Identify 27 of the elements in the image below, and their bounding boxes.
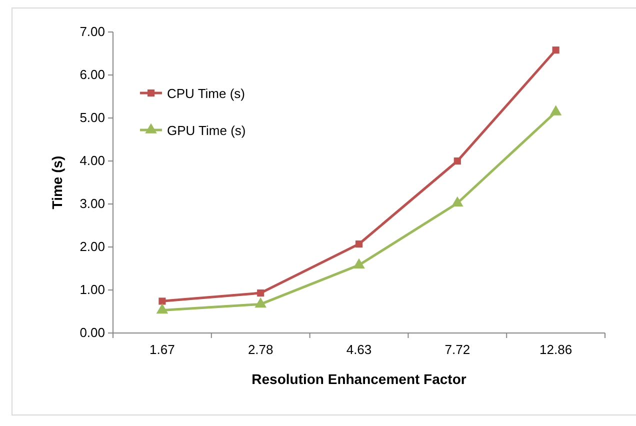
point — [158, 298, 166, 305]
x-tick-label: 1.67 — [150, 342, 175, 358]
point — [452, 196, 464, 207]
y-tick-label: 6.00 — [80, 67, 105, 82]
point — [156, 303, 168, 314]
point — [353, 258, 365, 268]
y-tick-label: 1.00 — [80, 282, 105, 298]
legend-label: CPU Time (s) — [167, 86, 245, 101]
y-tick-label: 2.00 — [80, 239, 105, 254]
x-tick-label: 7.72 — [444, 342, 470, 358]
y-axis-title: Time (s) — [49, 156, 65, 210]
y-tick-label: 4.00 — [80, 153, 105, 168]
point — [454, 157, 461, 165]
y-tick-label: 5.00 — [80, 110, 105, 126]
y-tick-label: 0.00 — [80, 325, 105, 340]
x-tick-label: 12.86 — [540, 342, 572, 358]
y-tick-label: 7.00 — [80, 24, 105, 40]
x-axis-title: Resolution Enhancement Factor — [252, 371, 467, 387]
point — [552, 46, 560, 54]
point — [550, 105, 562, 116]
x-tick-label: 4.63 — [346, 342, 372, 358]
legend-label: GPU Time (s) — [167, 123, 246, 138]
point — [355, 240, 363, 248]
y-tick-label: 3.00 — [80, 196, 105, 212]
point — [254, 297, 266, 308]
point — [257, 289, 264, 297]
x-tick-label: 2.78 — [248, 342, 274, 358]
